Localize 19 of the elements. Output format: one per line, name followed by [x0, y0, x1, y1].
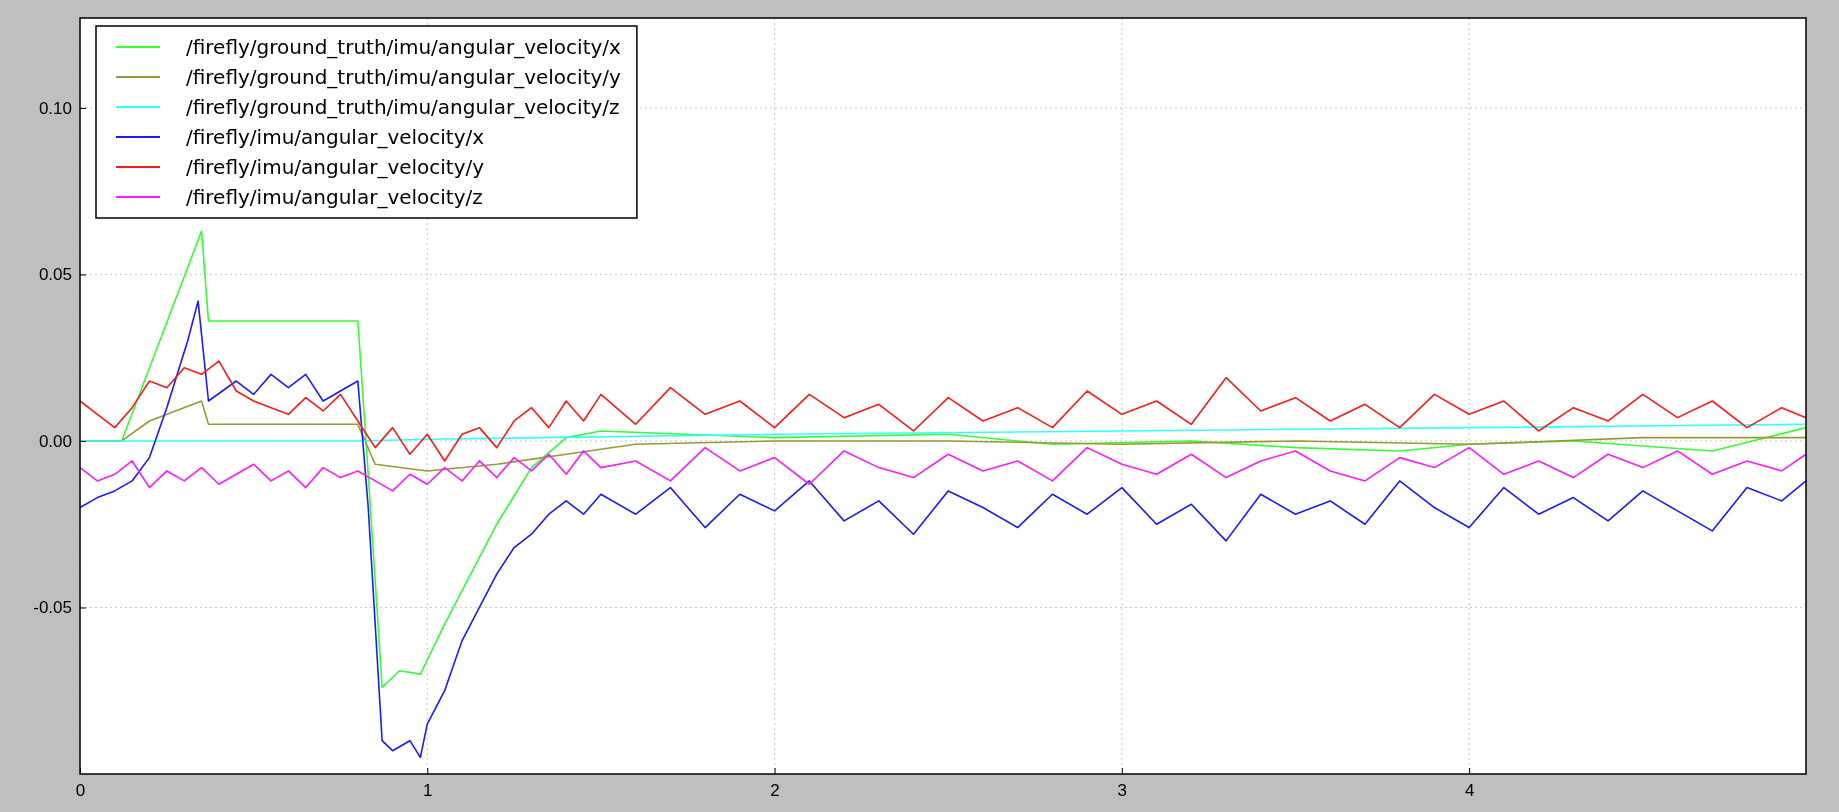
x-tick-label: 0	[75, 781, 86, 801]
x-tick-label: 4	[1464, 781, 1475, 801]
legend-label: /firefly/imu/angular_velocity/x	[186, 125, 485, 149]
legend-label: /firefly/ground_truth/imu/angular_velocity/x	[186, 35, 622, 59]
x-tick-label: 2	[770, 781, 780, 801]
line-series	[79, 360, 1807, 462]
line-series	[79, 423, 1807, 442]
legend-label: /firefly/ground_truth/imu/angular_velocity/z	[186, 95, 620, 119]
legend-label: /firefly/ground_truth/imu/angular_velocity/y	[186, 65, 622, 89]
line-series	[79, 446, 1807, 492]
line-series	[79, 300, 1807, 759]
y-tick-label: 0.00	[38, 431, 72, 451]
x-tick-label: 1	[423, 781, 433, 801]
y-tick-label: 0.10	[38, 98, 72, 118]
y-tick-label: -0.05	[33, 598, 72, 618]
x-tick-label: 3	[1117, 781, 1128, 801]
legend-label: /firefly/imu/angular_velocity/y	[186, 155, 485, 179]
legend-label: /firefly/imu/angular_velocity/z	[186, 185, 483, 209]
y-tick-label: 0.05	[38, 265, 72, 285]
